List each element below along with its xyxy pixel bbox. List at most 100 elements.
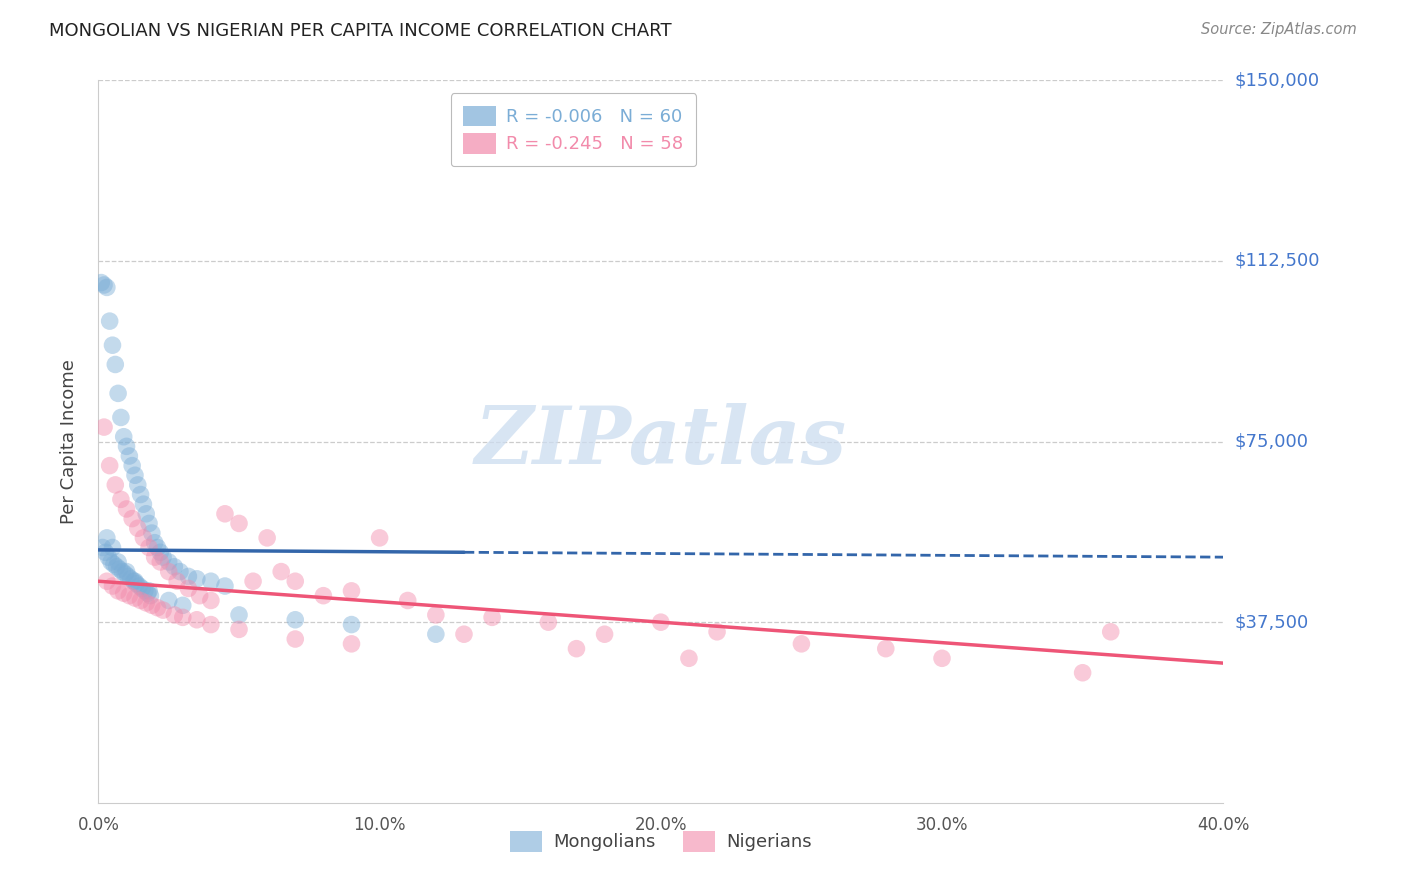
Point [93,420,115,434]
Text: Source: ZipAtlas.com: Source: ZipAtlas.com [1201,22,1357,37]
Text: MONGOLIAN VS NIGERIAN PER CAPITA INCOME CORRELATION CHART: MONGOLIAN VS NIGERIAN PER CAPITA INCOME … [49,22,672,40]
Point [124,468,146,483]
Point [214,507,236,521]
Point [111,565,134,579]
Point [284,574,307,589]
Point [129,487,152,501]
Point [138,541,160,555]
Point [157,565,180,579]
Point [593,627,616,641]
Point [149,545,172,559]
Point [177,569,200,583]
Point [169,565,191,579]
Point [186,572,208,586]
Point [112,430,135,444]
Point [143,535,166,549]
Point [136,586,159,600]
Point [124,574,146,589]
Point [115,439,138,453]
Point [706,624,728,639]
Point [138,583,160,598]
Point [96,574,118,589]
Point [108,562,131,576]
Legend: Mongolians, Nigerians: Mongolians, Nigerians [503,823,818,859]
Point [135,596,157,610]
Point [132,531,155,545]
Point [127,521,149,535]
Point [129,593,152,607]
Text: $37,500: $37,500 [1234,613,1309,632]
Point [163,559,186,574]
Point [132,497,155,511]
Point [453,627,475,641]
Point [214,579,236,593]
Point [678,651,700,665]
Point [425,627,447,641]
Point [340,637,363,651]
Point [107,386,129,401]
Point [284,613,307,627]
Point [91,541,114,555]
Point [284,632,307,646]
Point [107,583,129,598]
Point [118,449,141,463]
Point [101,541,124,555]
Point [425,607,447,622]
Point [98,458,121,473]
Point [537,615,560,630]
Point [152,550,174,565]
Point [134,583,156,598]
Point [790,637,813,651]
Point [875,641,897,656]
Point [270,565,292,579]
Point [101,579,124,593]
Point [112,586,135,600]
Point [368,531,391,545]
Text: $150,000: $150,000 [1234,71,1319,89]
Point [121,511,143,525]
Point [228,516,250,531]
Point [242,574,264,589]
Point [200,574,222,589]
Text: ZIPatlas: ZIPatlas [475,403,846,480]
Y-axis label: Per Capita Income: Per Capita Income [59,359,77,524]
Point [100,555,122,569]
Point [340,617,363,632]
Point [1099,624,1122,639]
Point [312,589,335,603]
Point [188,589,211,603]
Point [107,555,129,569]
Point [96,280,118,294]
Point [650,615,672,630]
Point [177,582,200,596]
Point [228,607,250,622]
Point [1071,665,1094,680]
Point [172,599,194,613]
Point [124,591,146,606]
Point [97,550,120,565]
Point [120,572,142,586]
Text: $112,500: $112,500 [1234,252,1320,270]
Point [110,410,132,425]
Point [139,589,162,603]
Text: $75,000: $75,000 [1234,433,1309,450]
Point [931,651,953,665]
Point [131,582,153,596]
Point [143,550,166,565]
Point [396,593,419,607]
Point [98,314,121,328]
Point [94,545,117,559]
Point [565,641,588,656]
Point [125,576,148,591]
Point [157,593,180,607]
Point [115,565,138,579]
Point [101,338,124,352]
Point [117,569,139,583]
Point [256,531,278,545]
Point [127,478,149,492]
Point [141,599,163,613]
Point [90,276,112,290]
Point [157,555,180,569]
Point [166,574,188,589]
Point [138,516,160,531]
